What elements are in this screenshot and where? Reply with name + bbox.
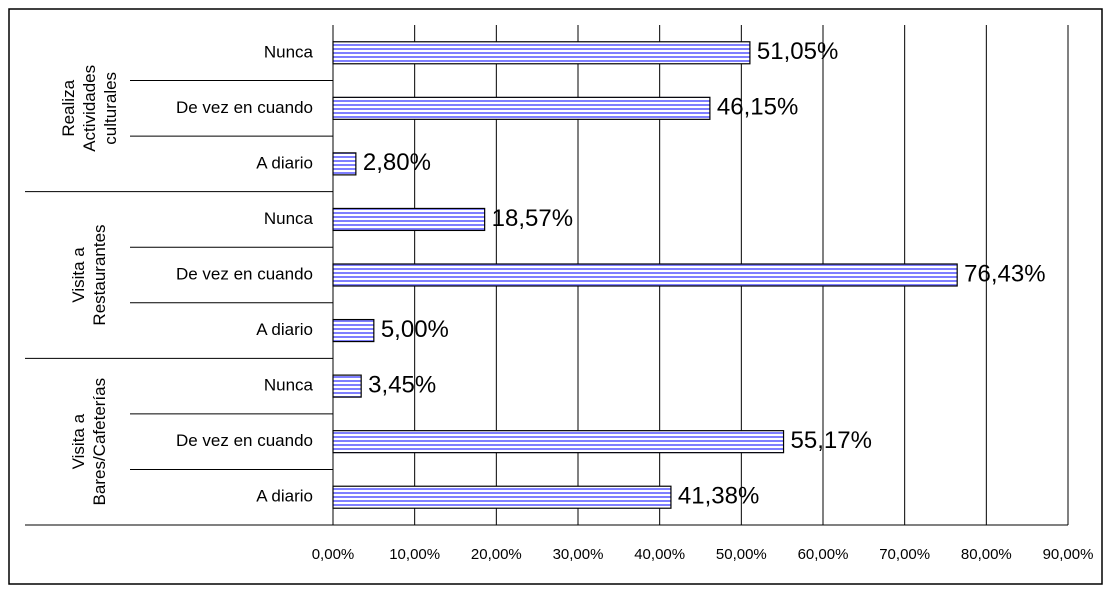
value-label: 51,05% [757, 38, 838, 65]
bar [332, 485, 672, 509]
y-tick-label: A diario [256, 153, 313, 172]
group-label: Visita a Bares/Cafeterías [69, 378, 109, 506]
group-label-line: Restaurantes [90, 224, 109, 325]
value-label: 18,57% [492, 205, 573, 232]
y-tick-label: Nunca [264, 376, 314, 395]
y-tick-label: De vez en cuando [176, 264, 313, 283]
bar [332, 374, 362, 398]
y-tick-label: A diario [256, 487, 313, 506]
x-tick-label: 80,00% [961, 546, 1012, 563]
y-tick-label: De vez en cuando [176, 431, 313, 450]
bar [332, 207, 486, 232]
group-label-line: Actividades [80, 65, 99, 152]
value-label: 76,43% [964, 260, 1045, 287]
x-tick-label: 60,00% [798, 546, 849, 563]
value-label: 5,00% [381, 316, 449, 343]
x-tick-label: 50,00% [716, 546, 767, 563]
bar [332, 152, 357, 176]
y-tick-label: De vez en cuando [176, 98, 313, 117]
x-tick-label: 10,00% [389, 546, 440, 563]
bar [332, 41, 751, 65]
group-label-line: Bares/Cafeterías [90, 378, 109, 506]
x-tick-label: 20,00% [471, 546, 522, 563]
group-label-line: Visita a [69, 413, 88, 469]
group-label: Realiza Actividades culturales [59, 65, 120, 152]
value-label: 41,38% [678, 483, 759, 510]
x-tick-label: 40,00% [634, 546, 685, 563]
x-tick-label: 30,00% [553, 546, 604, 563]
value-label: 55,17% [791, 427, 872, 454]
bar [332, 430, 785, 454]
bar [332, 96, 711, 120]
value-label: 3,45% [368, 371, 436, 398]
bar [332, 263, 958, 287]
x-tick-label: 0,00% [312, 546, 355, 563]
y-tick-label: Nunca [264, 42, 314, 61]
frame [8, 8, 1103, 585]
y-tick-label: Nunca [264, 209, 314, 228]
value-label: 46,15% [717, 94, 798, 121]
group-label-line: Realiza [59, 79, 78, 136]
x-tick-label: 90,00% [1043, 546, 1094, 563]
group-label-line: culturales [101, 72, 120, 145]
group-label: Visita a Restaurantes [69, 224, 109, 325]
value-label: 2,80% [363, 149, 431, 176]
x-tick-label: 70,00% [879, 546, 930, 563]
y-tick-label: A diario [256, 320, 313, 339]
bar [332, 318, 375, 343]
group-label-line: Visita a [69, 247, 88, 303]
